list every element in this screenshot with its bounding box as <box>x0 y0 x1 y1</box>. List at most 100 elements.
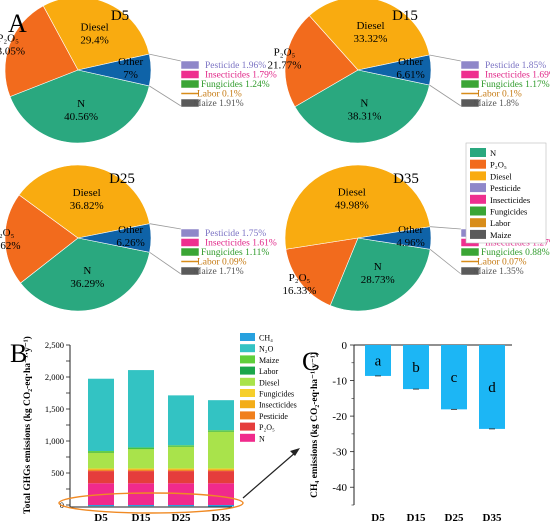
bar-segment-2-3 <box>168 469 194 471</box>
y-tick-label: -40 <box>332 482 347 494</box>
y-tick-label: 2,500 <box>45 340 64 350</box>
pie-slice-name: P₂O₅ <box>289 272 311 284</box>
breakdown-box-pesticide <box>180 228 200 238</box>
pie-slice-name: N <box>83 265 91 277</box>
legend-label: P₂O₅ <box>490 160 507 170</box>
breakdown-connector <box>429 84 462 107</box>
x-tick-label: D5 <box>94 512 108 524</box>
bar-segment-2-8 <box>168 395 194 446</box>
panel-label-c: C <box>302 347 319 376</box>
legend-b-swatch <box>240 433 255 442</box>
ch4-bar-d5 <box>365 345 391 376</box>
significance-letter: c <box>451 370 458 386</box>
y-tick-label: -10 <box>332 376 347 388</box>
legend-b-label: N₂O <box>259 345 274 354</box>
bar-segment-ch4-2 <box>168 505 194 507</box>
bar-segment-1-5 <box>128 448 154 469</box>
breakdown-connector <box>149 251 182 275</box>
ch4-bar-d15 <box>403 345 429 390</box>
legend-b-swatch <box>240 344 255 353</box>
bar-segment-2-7 <box>168 445 194 447</box>
pie-title: D5 <box>111 8 129 24</box>
pie-slice-n <box>329 237 431 312</box>
legend-swatch-diesel <box>470 171 486 181</box>
breakdown-box-insecticides <box>180 238 200 247</box>
pie-slice-value: 21.77% <box>268 59 302 71</box>
breakdown-label: Insecticides 1.69% <box>485 71 550 81</box>
breakdown-label: Pesticide 1.85% <box>485 61 546 71</box>
bar-segment-1-6 <box>128 448 154 450</box>
y-tick-label: 0 <box>342 340 348 352</box>
pie-slice-name: Other <box>118 56 143 68</box>
breakdown-connector <box>429 54 462 62</box>
pie-slice-name: Diesel <box>81 22 109 34</box>
y-tick-label: -20 <box>332 411 347 423</box>
breakdown-connector <box>148 85 182 107</box>
pie-slice-p2o5 <box>4 5 79 98</box>
panel-c-ch4-bars: 0 -10 -20 -30 -40 CH₄ emissions (kg CO₂-eq·ha… <box>309 340 512 524</box>
legend-label: Insecticides <box>490 195 530 205</box>
breakdown-box-pesticide <box>460 60 480 70</box>
breakdown-label: Fungicides 1.17% <box>481 80 550 90</box>
breakdown-label: Maize 1.35% <box>473 267 524 277</box>
legend-b-label: Pesticide <box>259 412 288 421</box>
breakdown-box-labor <box>180 260 200 263</box>
legend-b-label: Fungicides <box>259 390 294 399</box>
panel-a-pies: D5N40.56%P₂O₅23.05%Diesel29.4%Other7%Pes… <box>0 0 550 312</box>
pie-slice-p2o5 <box>4 194 79 284</box>
legend-swatch-maize <box>470 229 486 239</box>
legend-swatch-labor <box>470 218 486 228</box>
arrow-line <box>242 451 297 499</box>
panel-label-a: A <box>8 9 27 38</box>
ch4-bar-d25 <box>441 345 467 410</box>
pie-slice-n <box>9 69 150 144</box>
bar-segment-3-3 <box>208 469 234 471</box>
bar-segment-ch4-1 <box>128 505 154 507</box>
pie-slice-diesel <box>284 164 431 250</box>
y-axis-label: CH₄ emissions (kg CO₂-eq·ha⁻¹·y⁻¹) <box>309 352 320 498</box>
pie-slice-value: 4.96% <box>396 237 424 249</box>
bar-segment-0-1 <box>88 471 114 484</box>
pie-slice-value: 20.62% <box>0 240 21 252</box>
pie-slice-value: 6.61% <box>396 69 424 81</box>
pie-slice-name: Other <box>118 224 143 236</box>
y-tick-label: 2,000 <box>45 372 64 382</box>
pie-slice-name: N <box>374 261 382 273</box>
legend-b-label: CH₄ <box>259 334 273 343</box>
breakdown-connector <box>430 226 462 230</box>
legend-b-label: Labor <box>259 367 278 376</box>
legend-b-swatch <box>240 377 255 386</box>
pie-slice-value: 16.33% <box>283 285 317 297</box>
pie-slice-value: 6.26% <box>116 237 144 249</box>
legend-b-swatch <box>240 355 255 364</box>
pie-slice-name: Diesel <box>356 20 384 32</box>
x-tick-label: D35 <box>212 512 231 524</box>
legend-b-swatch <box>240 366 255 375</box>
bar-segment-3-5 <box>208 431 234 469</box>
breakdown-box-maize <box>460 266 480 276</box>
breakdown-label: Labor 0.1% <box>197 90 242 100</box>
breakdown-label: Labor 0.07% <box>477 258 527 268</box>
pie-slice-value: 7% <box>123 69 138 81</box>
panel-label-b: B <box>10 339 27 368</box>
legend-swatch-n <box>470 148 486 157</box>
pie-slice-diesel <box>308 0 430 71</box>
pie-slice-name: N <box>77 98 85 110</box>
breakdown-box-labor <box>180 92 200 95</box>
x-tick-label: D15 <box>132 512 151 524</box>
highlight-ellipse <box>58 492 244 514</box>
bar-segment-0-2 <box>88 470 114 472</box>
legend-label: N <box>490 148 496 158</box>
bar-segment-1-0 <box>128 483 154 505</box>
y-tick-label: 1,500 <box>45 404 64 414</box>
breakdown-label: Maize 1.8% <box>473 99 519 109</box>
pie-slice-p2o5 <box>284 15 359 108</box>
legend-b-swatch <box>240 400 255 409</box>
bar-segment-0-4 <box>88 468 114 470</box>
pie-slice-name: P₂O₅ <box>0 32 19 44</box>
breakdown-label: Insecticides 1.27% <box>485 239 550 249</box>
